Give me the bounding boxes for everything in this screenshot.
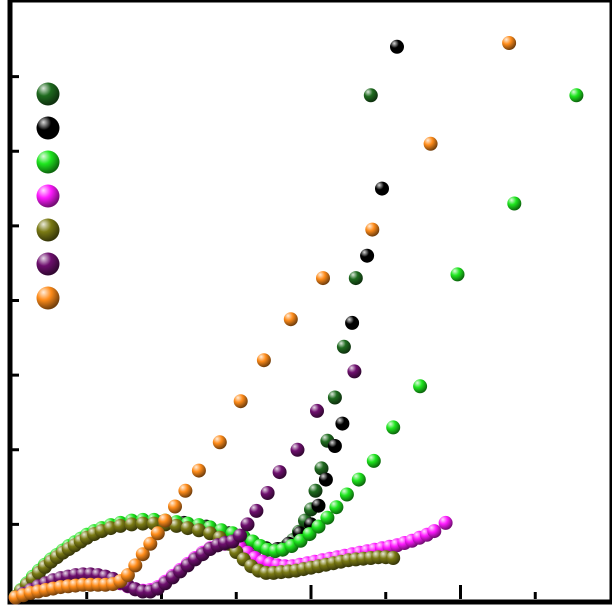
point-orange [120,568,135,583]
point-orange [256,353,271,368]
point-black [318,472,333,487]
point-black [360,248,375,263]
point-purple [272,465,287,480]
point-black [327,439,342,453]
point-purple [260,486,275,500]
point-orange [128,558,143,573]
point-olive [113,518,128,533]
point-olive [169,518,184,533]
legend-marker-black [36,116,60,140]
point-dark-green [336,339,351,354]
plot-frame [7,0,612,605]
point-purple [249,503,264,518]
point-dark-green [308,483,323,498]
legend-marker-olive [36,218,60,242]
point-orange [233,394,248,409]
point-orange [135,547,150,562]
point-orange [191,463,206,478]
point-orange [212,435,227,450]
point-purple [290,442,305,457]
point-purple [233,528,247,543]
point-black [345,315,360,330]
point-green [569,88,584,103]
legend-marker-dark-green [36,82,60,106]
point-olive [124,517,139,532]
point-olive [135,516,150,531]
point-orange [316,271,330,286]
axis-ticks [12,75,537,599]
legend-marker-purple [36,252,60,276]
point-orange [143,536,158,551]
point-orange [178,483,193,498]
legend-marker-green [36,150,60,174]
legend [36,82,60,310]
point-black [335,416,350,431]
point-orange [423,136,438,151]
point-green [329,500,344,515]
legend-marker-magenta [36,184,60,208]
point-orange [168,499,182,514]
point-purple [310,403,324,418]
point-green [507,196,522,211]
point-purple [347,364,362,379]
point-orange [365,222,380,237]
point-orange [158,513,173,528]
point-green [339,487,354,502]
point-olive [180,521,195,536]
point-dark-green [348,271,363,286]
point-green [311,519,326,534]
point-black [375,181,389,196]
point-dark-green [363,88,378,103]
point-green [413,379,428,394]
point-black [390,39,404,54]
point-magenta [427,524,442,539]
point-dark-green [327,390,342,405]
data-points [8,36,584,605]
point-green [366,453,381,468]
point-orange [502,36,517,50]
legend-marker-orange [36,286,60,310]
point-purple [240,517,255,532]
point-magenta [438,515,453,530]
point-green [351,472,366,487]
point-orange [283,312,298,327]
point-orange [150,526,165,541]
point-black [311,498,326,513]
point-green [450,267,465,282]
point-olive [191,523,206,538]
point-dark-green [314,461,329,476]
point-olive [386,551,401,565]
series-orange [8,36,517,605]
point-green [320,510,335,525]
point-green [386,420,401,435]
